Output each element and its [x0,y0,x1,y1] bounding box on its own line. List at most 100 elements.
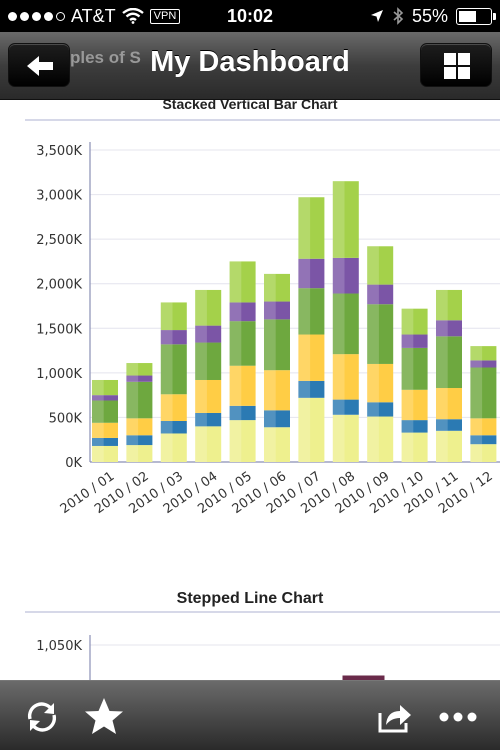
bar-segment [229,321,256,366]
bar-segment [195,379,222,413]
bar-highlight [92,422,104,438]
battery-level [459,10,476,22]
bar-highlight [298,258,311,289]
bar-segment [195,412,222,427]
bar-highlight [367,402,379,417]
y-tick-label: 2,500K [36,233,82,248]
bar-segment [229,365,256,406]
bar-segment [401,308,428,335]
dashboard-content[interactable]: Stacked Vertical Bar Chart 0K 500K 1,000K 1… [0,100,500,680]
bar-segment [470,360,497,368]
bluetooth-icon [393,7,404,25]
bar-highlight [229,405,242,421]
bar-segment [401,389,428,421]
bar-highlight [436,320,448,337]
grid-view-button[interactable] [420,43,492,87]
bar-segment [92,445,118,462]
bar-segment [470,418,497,436]
bar-segment [92,379,118,396]
bar-segment [436,289,462,321]
bar-segment [160,433,187,462]
bar-segment [332,414,359,462]
bar-highlight [401,347,414,390]
bar-highlight [264,410,276,428]
y-tick-label: 1,500K [36,322,82,337]
bar-segment [160,302,187,331]
bar-highlight [436,419,448,431]
bar-highlight [195,412,207,427]
bar-highlight [470,360,483,368]
bar-segment [298,380,325,398]
bar-segment [92,400,118,423]
bar-highlight [229,321,242,366]
bar-segment [367,416,394,462]
back-arrow-icon [27,56,53,76]
bar-highlight [470,435,483,445]
bar-segment [470,444,497,462]
bar-segment [298,334,325,381]
bar-highlight [264,273,276,302]
grid-icon [444,53,470,79]
y-tick-label: 500K [49,411,83,426]
bar-highlight [195,325,207,343]
bar-highlight [160,394,173,421]
bar-segment [126,363,153,376]
bar-segment [436,419,462,431]
bar-highlight [367,246,379,285]
bar-segment [195,426,222,462]
bar-highlight [195,289,207,326]
bar-highlight [367,304,379,364]
bar-segment [264,301,290,320]
bar-segment [332,399,359,415]
chart-title: Stacked Vertical Bar Chart [162,100,338,112]
bar-highlight [195,379,207,413]
refresh-button[interactable] [18,693,66,741]
bar-highlight [401,420,414,433]
bar-highlight [126,445,139,462]
underlying-page-title: ples of S [70,48,141,67]
bar-highlight [298,397,311,462]
bar-segment [401,347,428,390]
bar-highlight [264,427,276,462]
bar-highlight [401,334,414,348]
more-button[interactable] [434,693,482,741]
bar-segment [160,344,187,395]
wifi-icon [121,8,144,24]
bar-segment [264,427,290,462]
bar-highlight [92,395,104,401]
bar-highlight [229,261,242,303]
back-button[interactable] [8,43,70,87]
location-arrow-icon [370,10,383,22]
bar-highlight [229,420,242,462]
bar-highlight [264,301,276,320]
page-title: My Dashboard [150,46,350,78]
bar-segment [470,367,497,419]
favorite-button[interactable] [80,693,128,741]
bar-highlight [160,330,173,345]
y-tick-label: 3,000K [36,189,82,204]
bar-segment [332,293,359,355]
bar-highlight [160,433,173,462]
y-tick-label: 0K [65,456,82,471]
star-icon [85,698,123,734]
bar-highlight [332,293,345,355]
bar-segment [367,304,394,364]
share-button[interactable] [370,693,418,741]
bar-segment [436,320,462,337]
bar-segment [332,257,359,294]
bar-segment [92,437,118,446]
bar-highlight [126,435,139,446]
bar-highlight [298,334,311,381]
bar-highlight [298,380,311,398]
bar-highlight [470,418,483,436]
bar-segment [367,246,394,285]
bar-segment [229,405,256,421]
bar-segment [195,325,222,343]
bar-segment [160,394,187,421]
status-bar: AT&T VPN 10:02 55% [0,0,500,32]
bar-highlight [367,284,379,305]
chart-title-2: Stepped Line Chart [176,590,324,607]
bar-segment [367,363,394,403]
bar-highlight [470,346,483,361]
bar-highlight [436,336,448,389]
